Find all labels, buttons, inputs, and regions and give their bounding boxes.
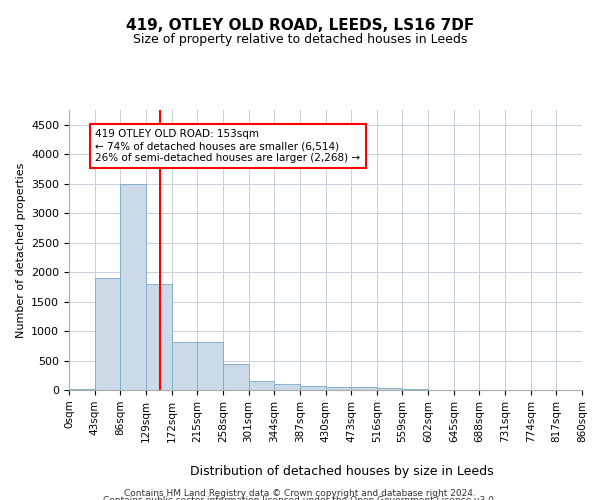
Text: 419, OTLEY OLD ROAD, LEEDS, LS16 7DF: 419, OTLEY OLD ROAD, LEEDS, LS16 7DF — [126, 18, 474, 32]
Bar — [121, 184, 146, 390]
Bar — [300, 386, 325, 390]
Bar — [325, 387, 351, 390]
Text: Size of property relative to detached houses in Leeds: Size of property relative to detached ho… — [133, 32, 467, 46]
Bar — [377, 388, 403, 390]
Bar — [95, 278, 121, 390]
Bar — [223, 364, 248, 390]
Text: 419 OTLEY OLD ROAD: 153sqm
← 74% of detached houses are smaller (6,514)
26% of s: 419 OTLEY OLD ROAD: 153sqm ← 74% of deta… — [95, 130, 361, 162]
Y-axis label: Number of detached properties: Number of detached properties — [16, 162, 26, 338]
Bar — [69, 388, 95, 390]
Bar — [197, 342, 223, 390]
Bar — [248, 380, 274, 390]
Bar — [172, 342, 197, 390]
Bar — [146, 284, 172, 390]
Text: Contains HM Land Registry data © Crown copyright and database right 2024.: Contains HM Land Registry data © Crown c… — [124, 488, 476, 498]
Text: Distribution of detached houses by size in Leeds: Distribution of detached houses by size … — [190, 464, 494, 477]
Bar — [274, 384, 300, 390]
Bar — [351, 388, 377, 390]
Text: Contains public sector information licensed under the Open Government Licence v3: Contains public sector information licen… — [103, 496, 497, 500]
